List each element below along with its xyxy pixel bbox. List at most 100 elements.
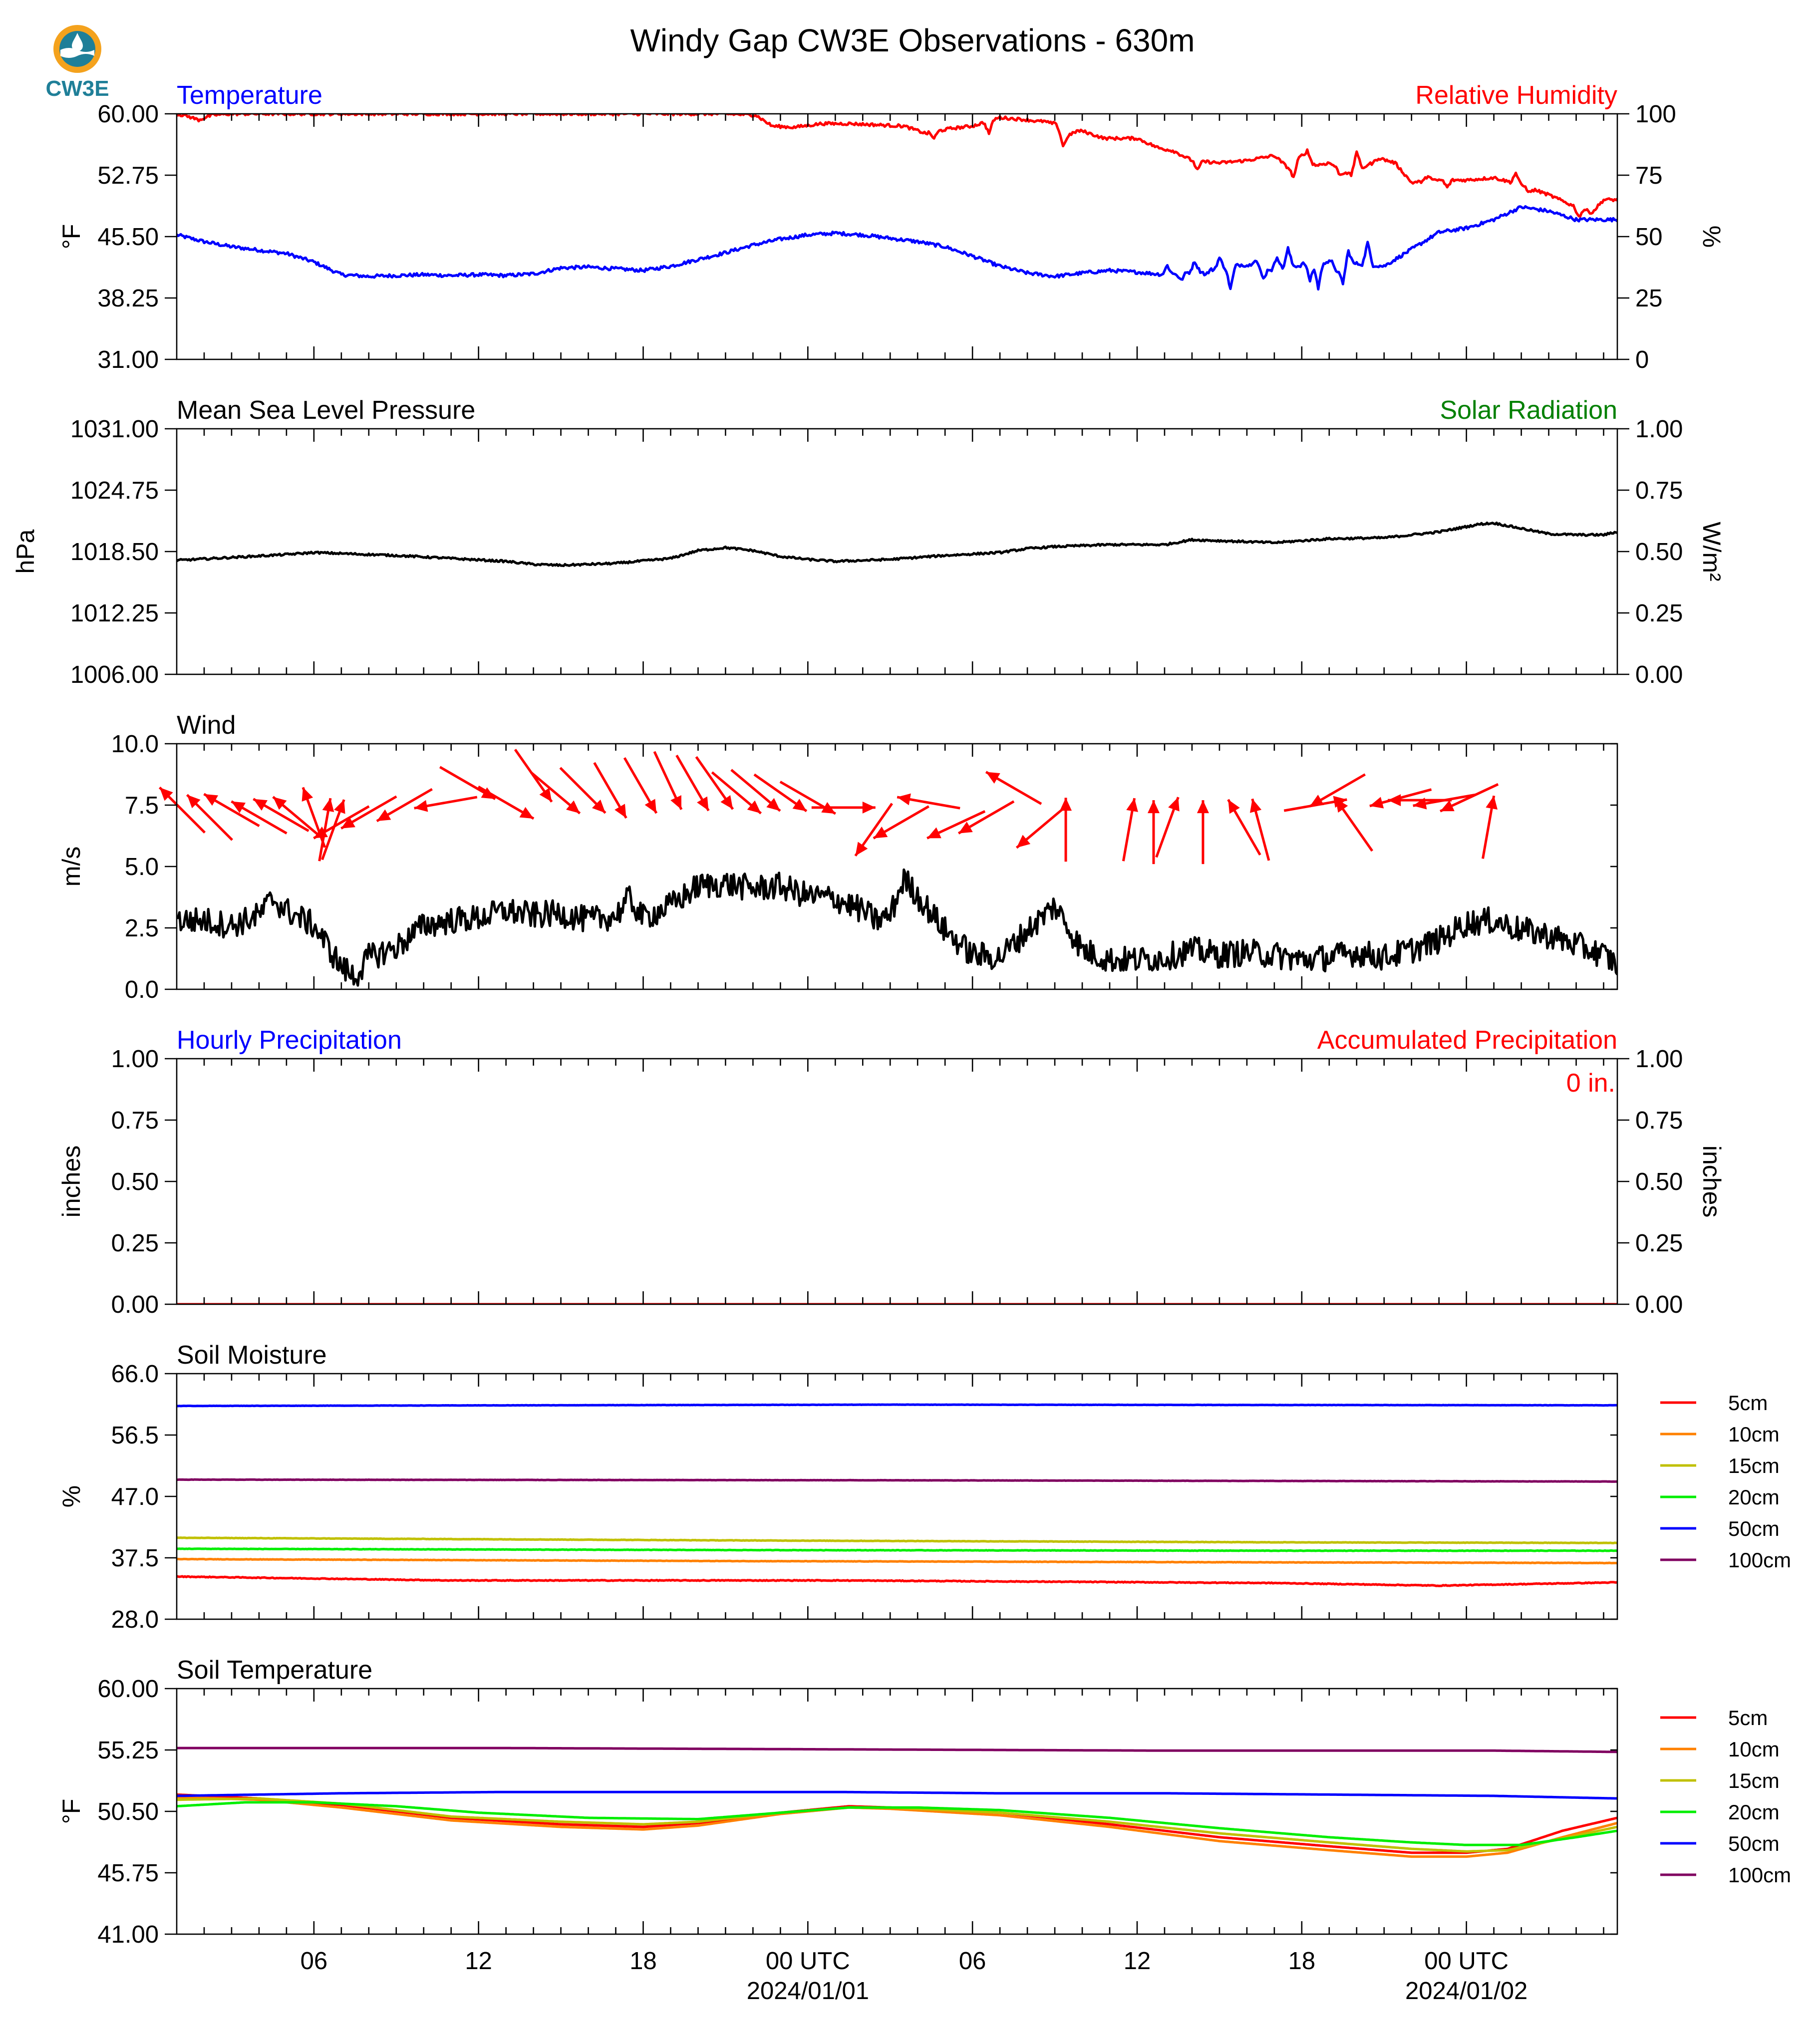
wind-arrow-head (927, 827, 941, 839)
y-tick-label-right: 0.75 (1635, 1107, 1683, 1134)
panel-soil_temperature: 60.00 55.25 50.50 45.75 41.00 °F Soil Temperat… (57, 1656, 1791, 1948)
wind-arrow-head (958, 822, 973, 834)
accumulated-precip-annotation: 0 in. (1566, 1069, 1615, 1098)
wind-arrow (158, 786, 206, 834)
y-tick-label-right: 0.00 (1635, 661, 1683, 688)
x-tick-label: 12 (465, 1948, 492, 1975)
y-tick-label-right: 100 (1635, 101, 1676, 128)
y-tick-label-right: 25 (1635, 285, 1663, 312)
wind-arrow (653, 751, 683, 810)
series-line-20cm (177, 1547, 1617, 1552)
y-tick-label-left: 50.50 (97, 1798, 159, 1825)
y-tick-label-left: 45.75 (97, 1860, 159, 1887)
wind-arrow-head (592, 799, 606, 813)
y-tick-label-left: 55.25 (97, 1737, 159, 1764)
wind-arrow-head (792, 799, 807, 812)
wind-arrow (414, 796, 478, 812)
x-date-label: 2024/01/01 (747, 1978, 869, 2005)
wind-arrow-head (1197, 800, 1209, 814)
wind-arrow-head (1126, 798, 1138, 812)
wind-arrow (695, 756, 734, 810)
wind-arrow (926, 810, 986, 840)
y-tick-label-left: 0.50 (111, 1168, 159, 1195)
legend-label: 50cm (1728, 1832, 1780, 1855)
wind-arrow-head (1309, 795, 1324, 807)
y-axis-label-right: inches (1698, 1146, 1726, 1218)
wind-arrow-head (855, 842, 868, 856)
y-tick-label-right: 0.50 (1635, 539, 1683, 566)
panel-title-left: Hourly Precipitation (177, 1026, 402, 1055)
wind-arrow-head (322, 798, 334, 812)
series-line-20cm (177, 1801, 1617, 1846)
series-line-10cm (177, 1557, 1617, 1565)
wind-arrow (753, 773, 808, 813)
wind-arrow (302, 787, 326, 848)
legend-label: 15cm (1728, 1769, 1780, 1792)
wind-arrow-head (302, 787, 313, 802)
y-tick-label-left: 66.0 (111, 1361, 159, 1388)
panel-frame (176, 1058, 1618, 1305)
series-line-5cm (177, 1793, 1617, 1854)
y-tick-label-left: 1012.25 (70, 600, 159, 627)
wind-arrow-head (341, 817, 355, 829)
wind-arrow-head (897, 793, 911, 806)
y-tick-label-left: 28.0 (111, 1606, 159, 1633)
panel-title-left: Wind (177, 711, 236, 740)
y-tick-label-left: 10.0 (111, 731, 159, 758)
y-tick-label-left: 52.75 (97, 162, 159, 189)
logo-text: CW3E (45, 76, 109, 101)
panel-title-right: Solar Radiation (1440, 396, 1617, 425)
wind-arrow (321, 799, 345, 861)
panel-wind: 10.0 7.5 5.0 2.5 0.0 m/s Wind (57, 711, 1618, 1003)
legend-label: 10cm (1728, 1738, 1780, 1761)
wind-arrow-group (158, 749, 1499, 865)
y-tick-label-left: 60.00 (97, 1676, 159, 1703)
series-line-10cm (177, 1796, 1617, 1858)
y-tick-label-left: 31.00 (97, 346, 159, 373)
wind-arrow-head (313, 827, 328, 839)
y-tick-label-left: 60.00 (97, 101, 159, 128)
y-tick-label-left: 47.0 (111, 1483, 159, 1510)
wind-arrow-head (1168, 797, 1180, 812)
y-tick-label-right: 75 (1635, 162, 1663, 189)
wind-arrow (1015, 806, 1067, 849)
wind-arrow-head (1413, 797, 1427, 810)
x-tick-label: 18 (1288, 1948, 1316, 1975)
wind-arrow-head (273, 797, 287, 810)
series-line-left (177, 868, 1617, 987)
wind-arrow (675, 755, 710, 812)
wind-arrow (1249, 798, 1270, 861)
wind-arrow-head (1249, 799, 1262, 813)
logo-drop-icon (72, 33, 83, 51)
cw3e-logo: CW3E (45, 25, 109, 101)
y-axis-label-left: °F (57, 1799, 85, 1824)
y-tick-label-right: 0.75 (1635, 477, 1683, 504)
wind-arrow-head (747, 800, 761, 814)
wind-arrow (477, 785, 535, 820)
y-tick-label-left: 37.5 (111, 1545, 159, 1572)
wind-arrow (1060, 798, 1072, 862)
wind-arrow (1334, 798, 1374, 852)
wind-arrow-head (614, 804, 626, 818)
y-tick-label-left: 56.5 (111, 1422, 159, 1449)
wind-arrow (873, 805, 929, 840)
x-tick-label: 00 UTC (1424, 1948, 1509, 1975)
wind-arrow-head (1388, 794, 1401, 807)
wind-arrow-head (720, 795, 733, 810)
y-tick-label-left: 0.25 (111, 1230, 159, 1257)
wind-arrow (231, 800, 288, 835)
wind-arrow (559, 767, 607, 814)
panel-frame (176, 428, 1618, 675)
wind-arrow (253, 798, 309, 832)
wind-arrow-head (1016, 835, 1031, 848)
y-axis-label-left: °F (57, 224, 85, 250)
wind-arrow (272, 796, 323, 839)
panel-title-right: Relative Humidity (1415, 81, 1617, 110)
wind-arrow-head (159, 787, 173, 801)
wind-arrow (1155, 797, 1180, 858)
y-tick-label-left: 0.0 (125, 976, 159, 1003)
panel-title-left: Soil Moisture (177, 1341, 327, 1370)
y-tick-label-left: 1.00 (111, 1046, 159, 1073)
y-axis-label-right: % (1698, 226, 1726, 248)
wind-arrow-head (862, 801, 876, 814)
